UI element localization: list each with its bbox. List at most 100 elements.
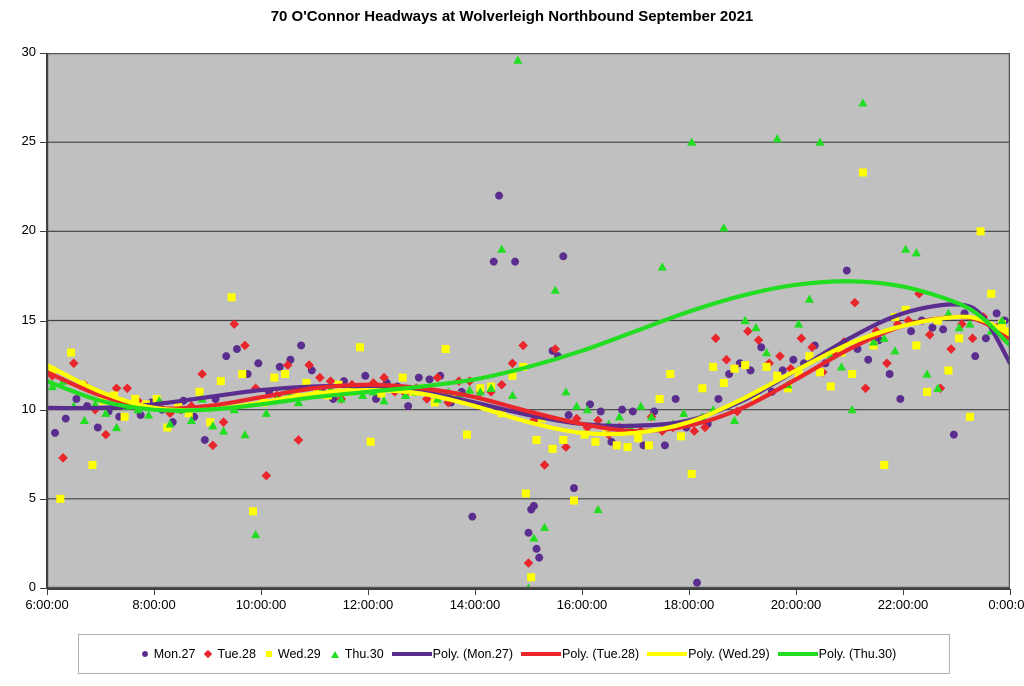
data-point [657, 262, 667, 271]
legend-item-poly-thu-30-[interactable]: Poly. (Thu.30) [770, 635, 897, 673]
data-point [358, 390, 368, 399]
data-point [794, 319, 804, 328]
legend-label: Mon.27 [153, 647, 196, 661]
data-point [646, 412, 657, 421]
data-point [671, 394, 680, 403]
data-point [634, 434, 643, 443]
data-point [495, 191, 504, 200]
data-point [93, 423, 102, 432]
data-point [496, 379, 507, 390]
x-tick-label: 20:00:00 [770, 597, 822, 612]
data-point [569, 484, 578, 493]
data-point [377, 389, 386, 398]
x-tick-mark [689, 589, 690, 595]
data-point [689, 426, 700, 436]
data-point [816, 368, 825, 377]
data-point [655, 394, 664, 403]
data-point [120, 412, 129, 421]
data-point [355, 343, 364, 352]
legend-label: Poly. (Mon.27) [432, 647, 514, 661]
page-title: 70 O'Connor Headways at Wolverleigh Nort… [270, 8, 754, 25]
data-point [933, 383, 943, 392]
data-point [48, 366, 57, 375]
data-point [730, 364, 739, 373]
data-point [197, 369, 207, 379]
data-point [858, 98, 868, 107]
x-tick-mark [47, 589, 48, 595]
y-tick-label: 25 [21, 133, 36, 149]
legend-item-thu-30[interactable]: Thu.30 [321, 635, 384, 673]
data-point [636, 401, 646, 410]
data-point [965, 319, 975, 328]
y-tick-mark [40, 588, 47, 589]
legend-label: Thu.30 [344, 647, 384, 661]
data-point [976, 227, 985, 236]
data-point [729, 415, 740, 424]
series-wed-29 [48, 168, 1010, 582]
data-point [660, 441, 669, 450]
data-point [475, 387, 485, 396]
data-point [591, 437, 600, 446]
legend-item-wed-29[interactable]: Wed.29 [256, 635, 321, 673]
data-point [965, 412, 974, 421]
legend-item-poly-mon-27-[interactable]: Poly. (Mon.27) [384, 635, 513, 673]
legend-line-swatch [391, 652, 432, 656]
data-point [858, 168, 867, 177]
data-point [564, 411, 573, 420]
data-point [535, 553, 544, 562]
data-point [618, 405, 627, 414]
data-point [240, 430, 250, 439]
y-tick-mark [40, 320, 47, 322]
data-point [229, 319, 240, 329]
data-point [596, 407, 605, 416]
data-point [518, 340, 528, 351]
data-point [111, 383, 122, 394]
data-point [222, 352, 231, 361]
legend-marker-square [265, 651, 272, 657]
data-point [414, 373, 423, 382]
plot-container [47, 53, 1010, 588]
data-point [864, 355, 873, 364]
data-point [992, 309, 1001, 318]
legend-item-mon-27[interactable]: Mon.27 [132, 635, 196, 673]
data-point [981, 334, 990, 343]
data-point [122, 383, 133, 394]
series-thu-30 [47, 55, 1007, 588]
legend-item-poly-tue-28-[interactable]: Poly. (Tue.28) [513, 635, 639, 673]
legend-line-swatch [777, 652, 818, 656]
data-point [195, 387, 204, 396]
data-point [184, 409, 193, 418]
legend-item-tue-28[interactable]: Tue.28 [195, 635, 256, 673]
data-point [497, 244, 507, 253]
data-point [422, 394, 432, 404]
chart-legend: Mon.27 Tue.28 Wed.29 Thu.30 Poly. (Mon.27) Po… [78, 634, 950, 674]
legend-marker-triangle [330, 650, 339, 658]
data-point [794, 370, 803, 378]
data-point [88, 460, 97, 469]
data-point [582, 405, 592, 414]
x-tick-mark [903, 589, 904, 595]
data-point [511, 257, 520, 266]
data-point [302, 378, 311, 387]
data-point [762, 362, 771, 371]
data-point [911, 248, 921, 257]
x-tick-mark [1010, 589, 1011, 595]
data-point [379, 396, 389, 405]
legend-label: Poly. (Thu.30) [818, 647, 897, 661]
data-point [131, 394, 140, 403]
legend-marker-circle [141, 651, 148, 657]
legend-item-poly-wed-29-[interactable]: Poly. (Wed.29) [639, 635, 770, 673]
x-tick-label: 10:00:00 [235, 597, 287, 612]
data-point [325, 376, 336, 386]
data-point [61, 414, 70, 423]
data-point [248, 507, 257, 516]
data-point [939, 325, 948, 334]
x-tick-label: 6:00:00 [25, 597, 69, 612]
data-point [924, 329, 935, 340]
data-point [772, 134, 782, 143]
y-tick-label: 10 [21, 400, 36, 416]
data-point [425, 375, 434, 384]
data-point [885, 370, 894, 378]
plot-canvas [47, 53, 1010, 588]
